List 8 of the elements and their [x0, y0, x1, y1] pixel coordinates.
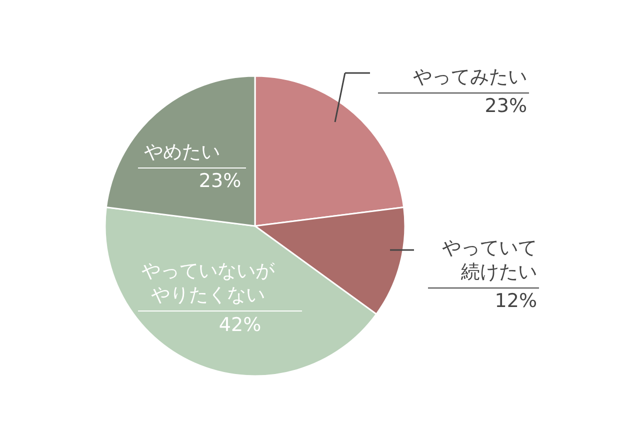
data-label: 23%: [198, 170, 242, 192]
slice-label: やってみたい: [413, 66, 527, 88]
data-label: 42%: [218, 314, 262, 336]
slice-label: やっていないがやりたくない: [142, 260, 276, 306]
slice-label: やっていて続けたい: [442, 237, 537, 283]
data-label: 12%: [494, 290, 537, 312]
data-label: 23%: [484, 95, 527, 117]
slice-label: やめたい: [144, 141, 220, 163]
